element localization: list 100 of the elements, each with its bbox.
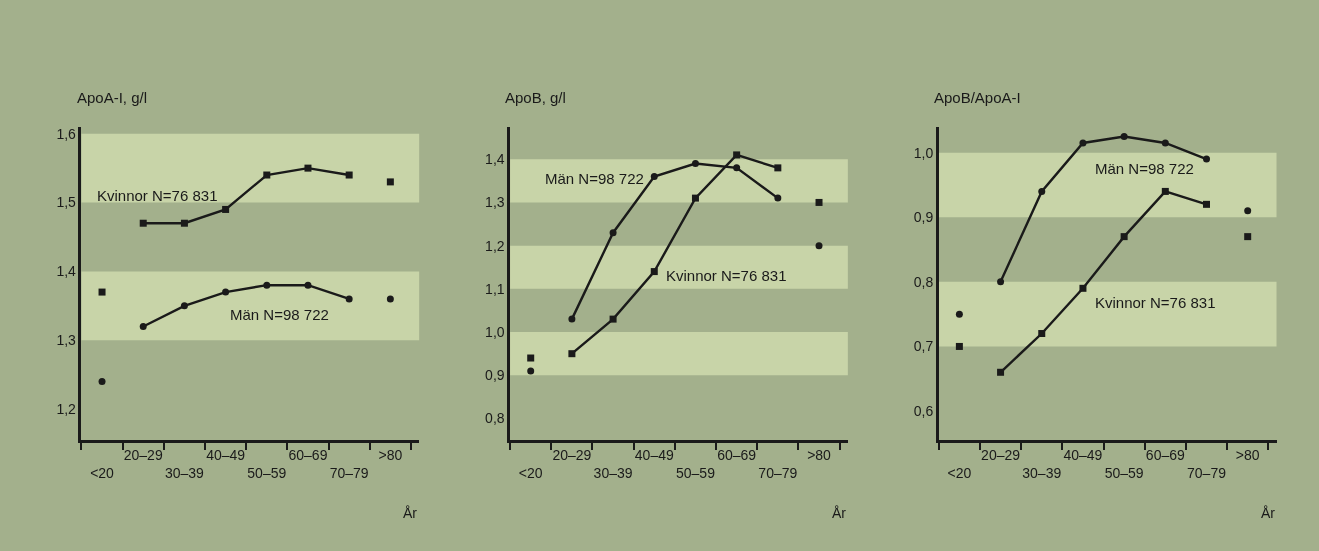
x-tick-label: 70–79 bbox=[1187, 464, 1227, 481]
y-tick-label: 1,4 bbox=[485, 151, 505, 168]
series-label: Män N=98 722 bbox=[545, 170, 644, 187]
point bbox=[568, 315, 576, 323]
point bbox=[527, 367, 535, 375]
point bbox=[1161, 139, 1169, 147]
point bbox=[180, 302, 188, 310]
point bbox=[650, 173, 658, 181]
x-tick-label: 30–39 bbox=[593, 464, 633, 481]
y-axis-title: ApoB/ApoA-I bbox=[934, 89, 1021, 106]
point bbox=[345, 295, 353, 303]
x-axis-title: År bbox=[1261, 505, 1276, 521]
y-tick-label: 1,1 bbox=[485, 280, 505, 297]
y-tick-label: 0,8 bbox=[485, 410, 505, 427]
point bbox=[1079, 139, 1087, 147]
x-tick-label: 40–49 bbox=[206, 446, 246, 463]
x-tick-label: 40–49 bbox=[1063, 446, 1103, 463]
series-label: Kvinnor N=76 831 bbox=[97, 187, 218, 204]
x-tick-label: <20 bbox=[90, 464, 115, 481]
point bbox=[345, 171, 353, 179]
x-tick-label: 50–59 bbox=[676, 464, 716, 481]
x-tick-label: <20 bbox=[518, 464, 543, 481]
x-axis-title: År bbox=[403, 505, 418, 521]
point bbox=[1120, 233, 1128, 241]
point bbox=[609, 315, 617, 323]
y-tick-label: 0,7 bbox=[913, 338, 934, 355]
point bbox=[1038, 330, 1046, 338]
x-tick-label: 20–29 bbox=[552, 446, 592, 463]
point bbox=[774, 164, 782, 172]
point bbox=[139, 219, 147, 227]
y-tick-label: 0,8 bbox=[913, 273, 934, 290]
y-tick-label: 1,0 bbox=[485, 323, 505, 340]
y-tick-label: 1,3 bbox=[56, 332, 77, 349]
x-tick-label: 30–39 bbox=[164, 464, 205, 481]
point bbox=[815, 198, 823, 206]
x-tick-label: 60–69 bbox=[1145, 446, 1185, 463]
x-tick-label: 30–39 bbox=[1022, 464, 1062, 481]
point bbox=[609, 229, 617, 237]
point bbox=[1038, 187, 1046, 195]
y-tick-label: 1,2 bbox=[56, 401, 77, 418]
y-tick-label: 1,4 bbox=[56, 263, 77, 280]
point bbox=[386, 295, 394, 303]
point bbox=[774, 194, 782, 202]
point bbox=[997, 368, 1005, 376]
point bbox=[1244, 207, 1252, 215]
point bbox=[263, 171, 271, 179]
x-tick-label: 20–29 bbox=[981, 446, 1021, 463]
point bbox=[733, 164, 741, 172]
point bbox=[1203, 200, 1210, 208]
x-tick-label: 60–69 bbox=[717, 446, 757, 463]
point bbox=[691, 194, 699, 202]
y-axis-title: ApoA-I, g/l bbox=[77, 89, 148, 106]
x-tick-label: 50–59 bbox=[247, 464, 287, 481]
point bbox=[98, 378, 106, 386]
point bbox=[997, 278, 1005, 286]
point bbox=[386, 178, 394, 186]
point bbox=[527, 354, 535, 362]
x-tick-label: 20–29 bbox=[123, 446, 163, 463]
x-tick-label: >80 bbox=[378, 446, 403, 463]
x-axis-title: År bbox=[832, 505, 847, 521]
point bbox=[650, 268, 658, 276]
x-tick-label: 50–59 bbox=[1104, 464, 1144, 481]
x-tick-label: 40–49 bbox=[634, 446, 674, 463]
point bbox=[139, 323, 147, 330]
y-tick-label: 1,2 bbox=[485, 237, 505, 254]
point bbox=[304, 281, 312, 289]
x-tick-label: <20 bbox=[947, 464, 972, 481]
point bbox=[222, 205, 230, 213]
x-tick-label: 70–79 bbox=[329, 464, 369, 481]
point bbox=[955, 310, 963, 318]
point bbox=[1120, 133, 1128, 141]
point bbox=[1079, 284, 1087, 292]
y-tick-label: 0,9 bbox=[485, 367, 505, 384]
point bbox=[304, 164, 312, 172]
y-tick-label: 1,3 bbox=[485, 194, 505, 211]
y-tick-label: 1,5 bbox=[56, 194, 77, 211]
series-label: Män N=98 722 bbox=[1095, 160, 1194, 177]
point bbox=[180, 219, 188, 227]
point bbox=[1161, 187, 1169, 195]
x-tick-label: >80 bbox=[1235, 446, 1260, 463]
series-label: Män N=98 722 bbox=[230, 306, 329, 323]
point bbox=[263, 281, 271, 289]
y-axis-title: ApoB, g/l bbox=[505, 89, 566, 106]
y-tick-label: 1,6 bbox=[56, 125, 77, 142]
point bbox=[98, 288, 106, 296]
point bbox=[568, 350, 576, 358]
point bbox=[1244, 233, 1252, 241]
y-tick-label: 1,0 bbox=[913, 144, 934, 161]
point bbox=[733, 151, 741, 159]
x-tick-label: 60–69 bbox=[288, 446, 328, 463]
series-label: Kvinnor N=76 831 bbox=[666, 267, 787, 284]
y-tick-label: 0,9 bbox=[913, 209, 934, 226]
series-label: Kvinnor N=76 831 bbox=[1095, 294, 1216, 311]
point bbox=[955, 342, 963, 350]
y-tick-label: 0,6 bbox=[913, 402, 934, 419]
point bbox=[691, 160, 699, 168]
point bbox=[1203, 155, 1210, 163]
x-tick-label: >80 bbox=[807, 446, 832, 463]
x-tick-label: 70–79 bbox=[758, 464, 798, 481]
point bbox=[815, 242, 823, 250]
